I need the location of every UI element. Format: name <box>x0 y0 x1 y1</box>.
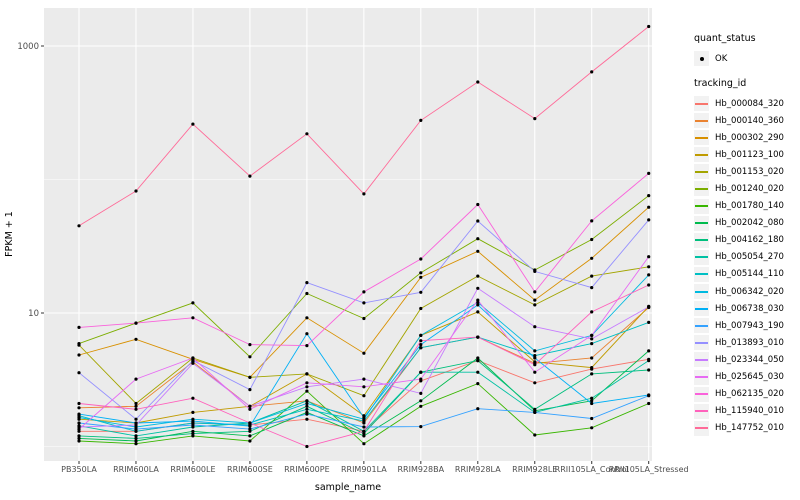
legend: quant_status OK tracking_id Hb_000084_32… <box>694 33 800 438</box>
legend-item-Hb_001240_020: Hb_001240_020 <box>694 181 800 197</box>
y-axis-title: FPKM + 1 <box>4 211 15 257</box>
x-tick-label: RRIM928LE <box>512 465 557 474</box>
legend-item-label: Hb_001780_140 <box>715 201 784 212</box>
legend-item-label: Hb_001123_100 <box>715 149 784 160</box>
line-swatch-icon <box>694 249 709 265</box>
line-swatch-icon <box>694 420 709 436</box>
point-icon <box>694 51 709 66</box>
legend-item-Hb_005144_110: Hb_005144_110 <box>694 266 800 282</box>
x-tick-label: RRIM600LE <box>170 465 215 474</box>
legend-item-Hb_147752_010: Hb_147752_010 <box>694 420 800 436</box>
legend-item-Hb_025645_030: Hb_025645_030 <box>694 369 800 385</box>
legend-item-label: Hb_006342_020 <box>715 286 784 297</box>
line-swatch-icon <box>694 198 709 214</box>
legend-item-label: Hb_001240_020 <box>715 183 784 194</box>
data-points <box>77 24 651 449</box>
x-tick-label: PB350LA <box>61 465 97 474</box>
legend-item-Hb_001123_100: Hb_001123_100 <box>694 147 800 163</box>
line-swatch-icon <box>694 96 709 111</box>
legend-item-label: Hb_013893_010 <box>715 337 784 348</box>
line-swatch-icon <box>694 284 709 300</box>
line-swatch-icon <box>694 335 709 351</box>
x-tick-label: RRIM600SE <box>227 465 273 474</box>
legend-item-Hb_006738_030: Hb_006738_030 <box>694 301 800 317</box>
legend-item-label: Hb_005144_110 <box>715 269 784 280</box>
x-tick-label: RRIM600PE <box>284 465 330 474</box>
line-swatch-icon <box>694 386 709 402</box>
tracking-id-legend-items: Hb_000084_320 Hb_000140_360 Hb_000302_290 H… <box>694 96 800 436</box>
legend-item-Hb_000302_290: Hb_000302_290 <box>694 130 800 146</box>
line-swatch-icon <box>694 301 709 317</box>
x-tick-label: RRIM901LA <box>341 465 387 474</box>
y-tick-label-1000: 1000 <box>17 42 39 52</box>
legend-item-Hb_007943_190: Hb_007943_190 <box>694 318 800 334</box>
line-swatch-icon <box>694 266 709 282</box>
legend-item-Hb_000084_320: Hb_000084_320 <box>694 96 800 111</box>
legend-item-label: Hb_001153_020 <box>715 166 784 177</box>
line-swatch-icon <box>694 352 709 368</box>
x-tick-label: RRII105LA_Stressed <box>609 465 689 474</box>
legend-item-label: Hb_115940_010 <box>715 406 784 417</box>
legend-item-Hb_000140_360: Hb_000140_360 <box>694 113 800 129</box>
x-tick-label: RRIM928LA <box>455 465 501 474</box>
legend-item-Hb_002042_080: Hb_002042_080 <box>694 215 800 231</box>
line-swatch-icon <box>694 181 709 197</box>
legend-item-Hb_001780_140: Hb_001780_140 <box>694 198 800 214</box>
line-swatch-icon <box>694 232 709 248</box>
legend-item-Hb_115940_010: Hb_115940_010 <box>694 403 800 419</box>
legend-item-Hb_013893_010: Hb_013893_010 <box>694 335 800 351</box>
legend-item-label: Hb_000302_290 <box>715 132 784 143</box>
legend-item-label: Hb_005054_270 <box>715 252 784 263</box>
line-swatch-icon <box>694 215 709 231</box>
line-swatch-icon <box>694 403 709 419</box>
x-axis-tick-labels: PB350LA RRIM600LA RRIM600LE RRIM600SE RRIM60… <box>61 465 688 474</box>
legend-item-label: Hb_023344_050 <box>715 354 784 365</box>
legend-item-Hb_062135_020: Hb_062135_020 <box>694 386 800 402</box>
legend-item-Hb_005054_270: Hb_005054_270 <box>694 249 800 265</box>
legend-title-quant-status: quant_status <box>694 33 756 44</box>
legend-item-label: Hb_025645_030 <box>715 372 784 382</box>
y-tick-label-10: 10 <box>28 309 39 319</box>
legend-item-label: Hb_000140_360 <box>715 115 784 126</box>
legend-item-label: Hb_006738_030 <box>715 303 784 314</box>
x-axis-title: sample_name <box>315 482 381 493</box>
axis-tick-marks <box>41 45 650 464</box>
legend-item-Hb_006342_020: Hb_006342_020 <box>694 284 800 300</box>
legend-item-Hb_004162_180: Hb_004162_180 <box>694 232 800 248</box>
legend-item-label: Hb_062135_020 <box>715 389 784 400</box>
legend-item-label: Hb_007943_190 <box>715 320 784 331</box>
legend-item-Hb_001153_020: Hb_001153_020 <box>694 164 800 180</box>
legend-title-tracking-id: tracking_id <box>694 78 747 89</box>
legend-item-Hb_023344_050: Hb_023344_050 <box>694 352 800 368</box>
x-tick-label: RRIM928BA <box>398 465 445 474</box>
legend-item-label: Hb_004162_180 <box>715 235 784 246</box>
legend-item-label: Hb_000084_320 <box>715 98 784 109</box>
x-tick-label: RRII105LA_Control <box>555 465 629 474</box>
legend-item-label: OK <box>715 53 728 64</box>
line-swatch-icon <box>694 113 709 129</box>
line-swatch-icon <box>694 164 709 180</box>
legend-item-label: Hb_002042_080 <box>715 218 784 229</box>
line-swatch-icon <box>694 318 709 334</box>
line-swatch-icon <box>694 147 709 163</box>
legend-item-ok: OK <box>694 51 800 66</box>
x-tick-label: RRIM600LA <box>113 465 159 474</box>
line-swatch-icon <box>694 369 709 385</box>
legend-item-label: Hb_147752_010 <box>715 423 784 434</box>
line-swatch-icon <box>694 130 709 146</box>
